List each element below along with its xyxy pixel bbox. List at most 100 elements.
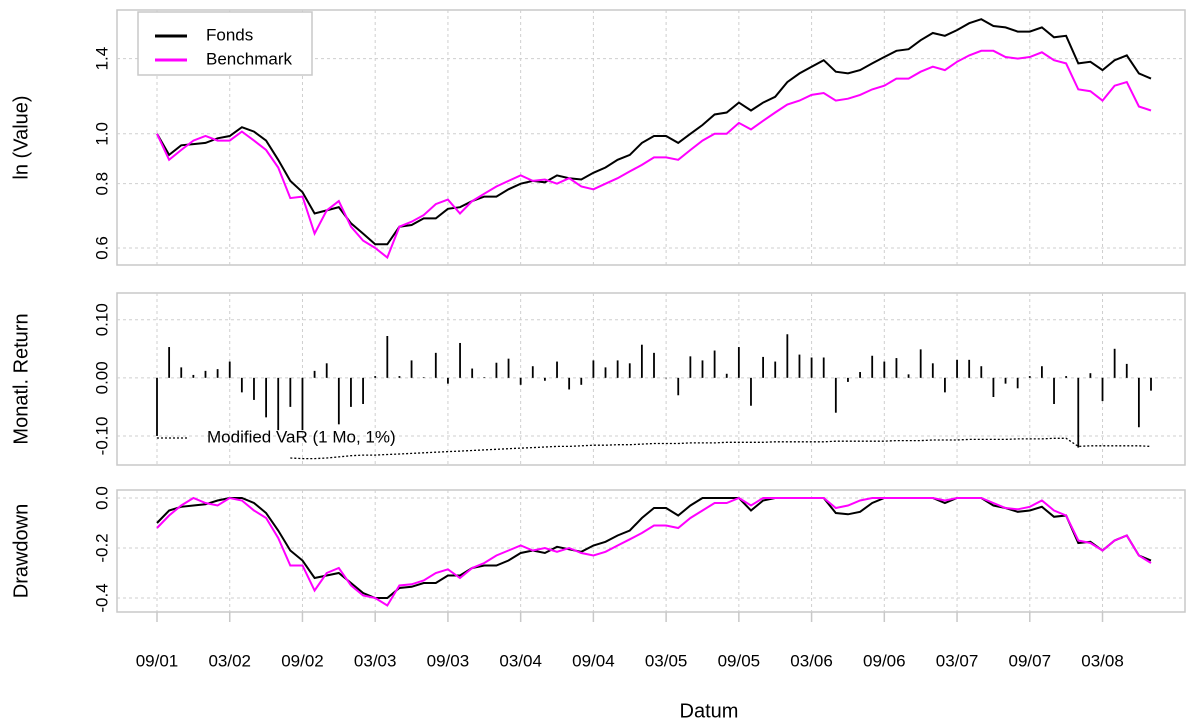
y-axis-label: Drawdown (10, 504, 32, 598)
y-tick-label: -0.4 (92, 583, 111, 612)
bar (168, 347, 171, 378)
bar (1004, 377, 1007, 384)
bar (762, 356, 764, 378)
bar (422, 377, 425, 378)
x-tick-label: 09/06 (863, 651, 906, 670)
bar (798, 354, 801, 378)
x-tick-label: 09/04 (572, 651, 615, 670)
bar (1041, 366, 1043, 378)
bar (544, 377, 546, 381)
series-line (156, 18, 1152, 246)
bar (677, 377, 680, 396)
bar (992, 377, 995, 398)
bar (568, 377, 571, 390)
bar (968, 359, 971, 378)
bar (156, 377, 158, 436)
bar (786, 334, 789, 378)
bar (228, 361, 231, 378)
bar (507, 358, 510, 378)
legend-label: Modified VaR (1 Mo, 1%) (207, 427, 396, 446)
legend-label: Benchmark (206, 49, 292, 68)
bar (471, 368, 474, 378)
bar (859, 372, 861, 378)
y-tick-label: 0.00 (92, 361, 111, 394)
bar (1016, 377, 1019, 389)
bar (180, 367, 183, 378)
bar (362, 377, 364, 404)
y-tick-label: -0.2 (92, 533, 111, 562)
legend-box (137, 11, 313, 76)
bar (604, 367, 607, 378)
bar (265, 377, 267, 418)
y-tick-label: 0.8 (92, 172, 111, 196)
legend-label: Fonds (206, 25, 253, 44)
bar (883, 361, 886, 378)
y-axis-label: ln (Value) (10, 95, 32, 179)
bar (459, 342, 461, 378)
x-tick-label: 09/05 (718, 651, 761, 670)
bar (713, 350, 716, 378)
bar (434, 352, 437, 378)
x-tick-label: 09/07 (1009, 651, 1052, 670)
bar (313, 370, 316, 378)
bar (592, 360, 595, 378)
bar (931, 363, 934, 378)
bar (374, 376, 377, 378)
bar (1053, 377, 1055, 404)
bar (701, 360, 704, 378)
bar (289, 377, 292, 407)
bar (1065, 376, 1068, 378)
bar (240, 377, 243, 393)
bar (519, 377, 522, 385)
plot-frame (116, 489, 1186, 613)
x-tick-label: 03/06 (790, 651, 833, 670)
bar (1089, 373, 1092, 378)
x-axis-label: Datum (680, 700, 739, 722)
bar (556, 361, 558, 378)
x-tick-label: 09/03 (427, 651, 470, 670)
bar (822, 357, 825, 378)
bar (447, 377, 449, 384)
bar (410, 360, 413, 378)
bar (1101, 377, 1104, 402)
bar (834, 377, 837, 413)
bar (980, 366, 983, 378)
bar (1077, 377, 1080, 448)
y-tick-label: 1.0 (92, 122, 111, 146)
plot-frame (116, 292, 1186, 466)
bar (895, 358, 898, 378)
bar (640, 344, 643, 378)
bar (580, 377, 583, 385)
bar (750, 377, 752, 406)
bar (1113, 348, 1116, 378)
bar (665, 377, 668, 379)
bar (386, 336, 389, 378)
bar (531, 366, 534, 378)
y-tick-label: 0.0 (92, 486, 111, 510)
bar (689, 356, 692, 378)
bar (725, 373, 728, 378)
bar (277, 377, 280, 431)
x-tick-label: 03/07 (936, 651, 979, 670)
bar (337, 377, 340, 425)
bar (1137, 377, 1140, 428)
bar (653, 352, 655, 378)
bar (774, 361, 777, 378)
bar (616, 360, 619, 378)
bar (847, 377, 849, 382)
bar (1028, 376, 1031, 378)
y-tick-label: 0.6 (92, 236, 111, 260)
bar (483, 377, 486, 378)
bar (192, 374, 195, 378)
x-tick-label: 03/04 (499, 651, 542, 670)
x-tick-label: 03/08 (1081, 651, 1124, 670)
x-tick-label: 09/01 (136, 651, 179, 670)
bar (1150, 377, 1152, 391)
series-line (290, 437, 1152, 460)
bar (398, 376, 401, 378)
x-tick-label: 03/02 (208, 651, 251, 670)
y-tick-label: -0.10 (92, 417, 111, 456)
bar (810, 357, 813, 378)
x-tick-label: 03/05 (645, 651, 688, 670)
